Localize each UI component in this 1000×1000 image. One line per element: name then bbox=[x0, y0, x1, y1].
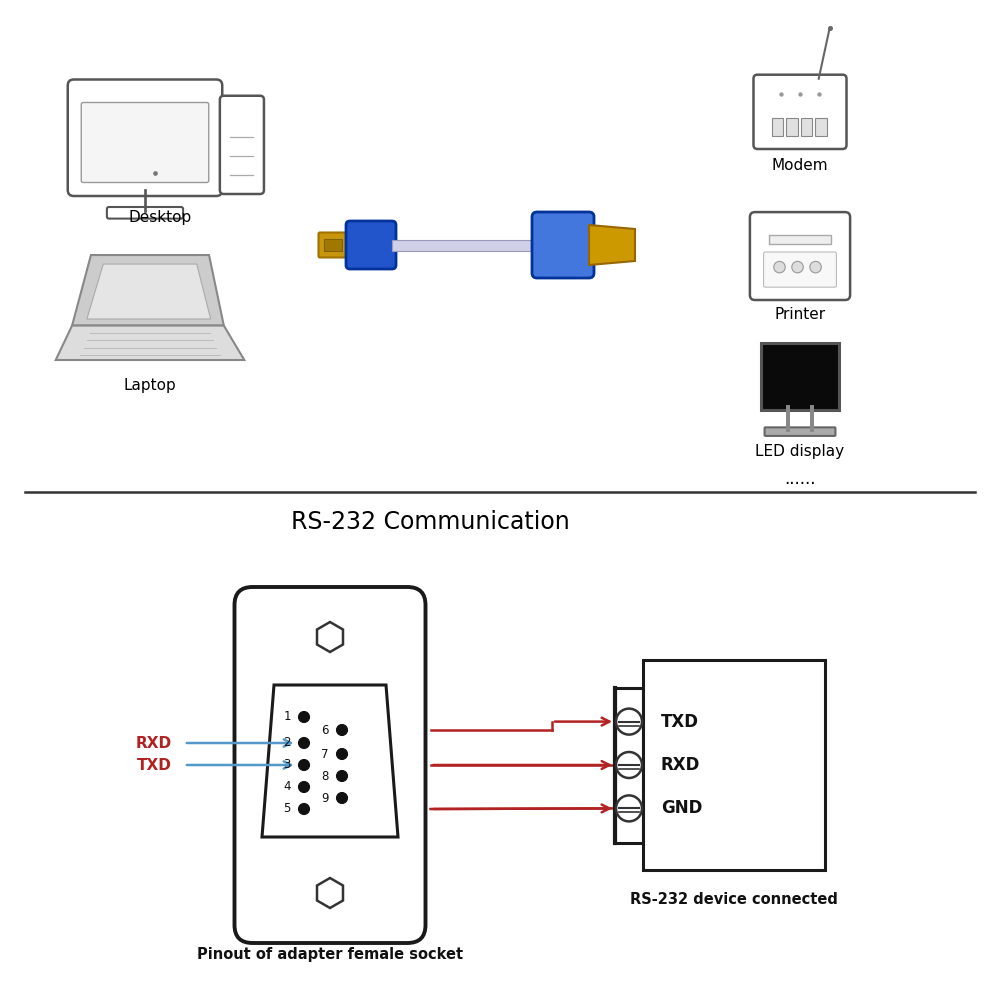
Text: TXD: TXD bbox=[137, 758, 172, 772]
Circle shape bbox=[616, 795, 642, 821]
FancyBboxPatch shape bbox=[346, 221, 396, 269]
FancyBboxPatch shape bbox=[764, 252, 836, 287]
Text: Printer: Printer bbox=[774, 307, 826, 322]
Text: Pinout of adapter female socket: Pinout of adapter female socket bbox=[197, 947, 463, 962]
Text: 4: 4 bbox=[284, 780, 291, 794]
Polygon shape bbox=[317, 878, 343, 908]
FancyBboxPatch shape bbox=[765, 427, 835, 436]
Circle shape bbox=[616, 752, 642, 778]
FancyBboxPatch shape bbox=[801, 118, 812, 136]
FancyBboxPatch shape bbox=[234, 587, 426, 943]
Text: RXD: RXD bbox=[136, 736, 172, 750]
Circle shape bbox=[774, 261, 785, 273]
Polygon shape bbox=[56, 326, 244, 360]
Circle shape bbox=[298, 782, 310, 792]
Text: Desktop: Desktop bbox=[128, 210, 192, 225]
FancyBboxPatch shape bbox=[772, 118, 783, 136]
Text: RS-232 Communication: RS-232 Communication bbox=[291, 510, 569, 534]
Text: 9: 9 bbox=[322, 792, 329, 804]
FancyBboxPatch shape bbox=[815, 118, 826, 136]
Polygon shape bbox=[589, 225, 635, 265]
FancyBboxPatch shape bbox=[68, 80, 222, 196]
FancyBboxPatch shape bbox=[107, 207, 183, 219]
Circle shape bbox=[336, 724, 348, 736]
Text: 6: 6 bbox=[322, 724, 329, 736]
Text: 1: 1 bbox=[284, 710, 291, 724]
FancyBboxPatch shape bbox=[615, 688, 643, 842]
Text: LED display: LED display bbox=[755, 444, 845, 459]
Circle shape bbox=[298, 738, 310, 748]
FancyBboxPatch shape bbox=[81, 102, 209, 182]
FancyBboxPatch shape bbox=[754, 75, 846, 149]
FancyBboxPatch shape bbox=[643, 660, 825, 870]
Text: RXD: RXD bbox=[661, 756, 700, 774]
Polygon shape bbox=[72, 255, 224, 326]
Text: GND: GND bbox=[661, 799, 702, 817]
Polygon shape bbox=[87, 264, 211, 319]
Text: 2: 2 bbox=[284, 736, 291, 750]
Text: RS-232 device connected: RS-232 device connected bbox=[630, 892, 838, 907]
Text: Modem: Modem bbox=[772, 158, 828, 173]
FancyBboxPatch shape bbox=[220, 96, 264, 194]
FancyBboxPatch shape bbox=[324, 239, 342, 251]
FancyBboxPatch shape bbox=[786, 118, 798, 136]
Polygon shape bbox=[317, 622, 343, 652]
Text: 5: 5 bbox=[284, 802, 291, 816]
Text: ......: ...... bbox=[784, 470, 816, 488]
FancyBboxPatch shape bbox=[761, 343, 839, 410]
Circle shape bbox=[616, 709, 642, 735]
FancyBboxPatch shape bbox=[750, 212, 850, 300]
Circle shape bbox=[298, 760, 310, 770]
Circle shape bbox=[810, 261, 821, 273]
Polygon shape bbox=[262, 685, 398, 837]
Circle shape bbox=[336, 770, 348, 782]
Circle shape bbox=[792, 261, 803, 273]
Circle shape bbox=[336, 792, 348, 804]
Text: 8: 8 bbox=[322, 770, 329, 782]
FancyBboxPatch shape bbox=[769, 235, 831, 244]
Text: TXD: TXD bbox=[661, 713, 699, 731]
Circle shape bbox=[298, 712, 310, 722]
FancyBboxPatch shape bbox=[318, 232, 352, 257]
Text: 7: 7 bbox=[322, 748, 329, 760]
Circle shape bbox=[298, 804, 310, 814]
Text: 3: 3 bbox=[284, 758, 291, 772]
FancyBboxPatch shape bbox=[532, 212, 594, 278]
Circle shape bbox=[336, 748, 348, 760]
Text: Laptop: Laptop bbox=[124, 378, 176, 393]
FancyBboxPatch shape bbox=[392, 239, 537, 250]
